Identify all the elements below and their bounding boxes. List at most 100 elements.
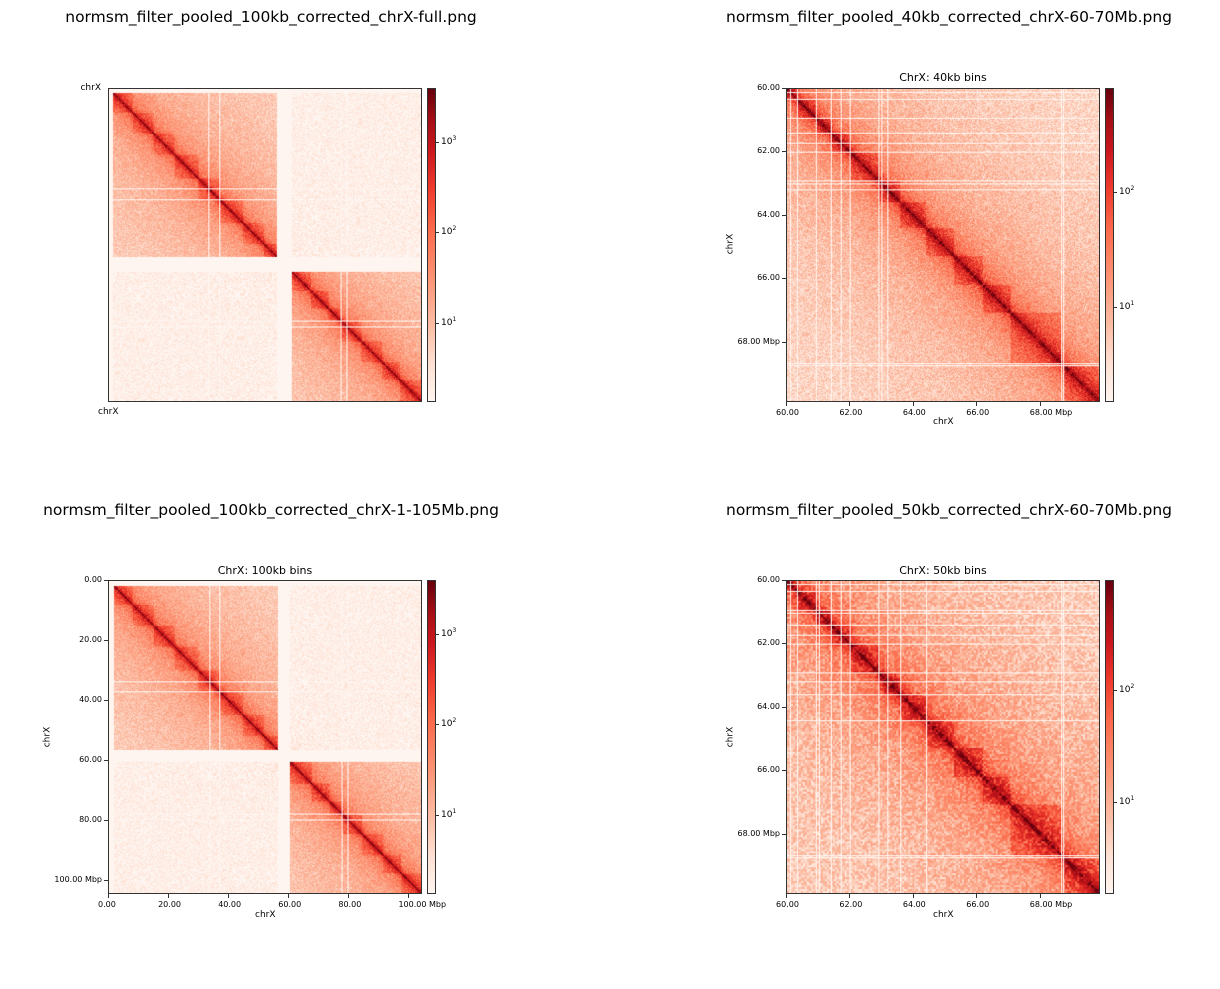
colorbar-tick-label: 102	[1119, 185, 1134, 197]
x-tick-label: 60.00	[776, 408, 799, 417]
x-tick-mark	[228, 894, 230, 898]
y-tick-label: 60.00	[757, 83, 780, 92]
tick-base: 10	[441, 136, 453, 147]
colorbar-tick-mark	[436, 815, 439, 817]
x-tick-label: 66.00	[966, 408, 990, 417]
y-tick-label: 66.00	[757, 765, 780, 775]
colorbar	[1105, 580, 1114, 894]
x-axis-label: chrX	[255, 910, 276, 920]
colorbar-tick-label: 102	[441, 717, 456, 729]
colorbar-tick-mark	[436, 323, 439, 325]
y-tick-mark	[104, 580, 108, 581]
tick-base: 10	[441, 227, 453, 238]
x-tick-mark	[288, 894, 290, 898]
heatmap-matrix	[109, 581, 421, 893]
tick-exponent: 2	[1130, 682, 1135, 690]
y-axis-label: chrX	[80, 83, 101, 93]
heatmap-plot	[786, 88, 1100, 402]
x-tick-mark	[1039, 402, 1041, 406]
tick-exponent: 2	[452, 225, 457, 233]
colorbar-tick-label: 101	[441, 808, 456, 820]
heatmap-matrix	[109, 89, 421, 401]
x-tick-label: 40.00	[218, 900, 242, 909]
panel-file-title: normsm_filter_pooled_100kb_corrected_chr…	[43, 501, 499, 519]
x-tick-mark	[108, 894, 109, 898]
heatmap-matrix	[787, 89, 1099, 401]
x-tick-label: 60.00	[776, 900, 799, 909]
colorbar-tick-label: 103	[441, 135, 456, 147]
tick-exponent: 1	[1130, 299, 1135, 307]
y-tick-mark	[782, 643, 786, 645]
x-tick-mark	[168, 894, 170, 898]
y-tick-label: 100.00 Mbp	[54, 875, 102, 885]
y-tick-mark	[782, 833, 786, 835]
x-tick-label: 0.00	[98, 900, 116, 909]
tick-base: 10	[1119, 684, 1131, 695]
x-axis-label: chrX	[98, 407, 119, 417]
colorbar-tick-mark	[1114, 689, 1117, 691]
colorbar-tick-label: 102	[1119, 683, 1134, 695]
y-tick-mark	[782, 151, 786, 153]
colorbar	[1105, 88, 1114, 402]
x-tick-label: 20.00	[158, 900, 181, 909]
y-tick-label: 64.00	[757, 701, 780, 711]
tick-base: 10	[441, 719, 453, 730]
x-tick-mark	[348, 894, 350, 898]
y-tick-label: 60.00	[79, 755, 102, 765]
x-tick-mark	[912, 894, 914, 898]
chart-title: ChrX: 40kb bins	[899, 71, 987, 84]
x-tick-mark	[976, 402, 978, 406]
x-tick-mark	[408, 894, 410, 898]
colorbar-tick-mark	[436, 724, 439, 726]
heatmap-plot	[108, 580, 422, 894]
tick-base: 10	[441, 810, 453, 821]
y-tick-mark	[104, 760, 108, 762]
colorbar-tick-mark	[436, 232, 439, 234]
x-tick-label: 68.00 Mbp	[1029, 408, 1073, 417]
y-tick-label: 66.00	[757, 273, 780, 283]
x-tick-mark	[849, 402, 851, 406]
colorbar-tick-label: 101	[1119, 795, 1134, 807]
y-tick-mark	[104, 640, 108, 642]
x-tick-mark	[786, 894, 787, 898]
colorbar-tick-mark	[436, 141, 439, 143]
x-tick-label: 64.00	[902, 900, 926, 909]
y-tick-label: 68.00 Mbp	[737, 828, 780, 838]
tick-exponent: 3	[452, 626, 457, 634]
colorbar-tick-label: 101	[441, 316, 456, 328]
chart-title: ChrX: 100kb bins	[217, 564, 313, 577]
y-axis-label: chrX	[42, 726, 53, 748]
tick-exponent: 3	[452, 134, 457, 142]
y-tick-label: 68.00 Mbp	[737, 336, 780, 346]
y-tick-label: 40.00	[79, 695, 102, 705]
colorbar-tick-label: 101	[1119, 300, 1134, 312]
y-tick-mark	[104, 700, 108, 702]
y-tick-mark	[782, 770, 786, 772]
y-tick-mark	[782, 580, 786, 581]
panel-file-title: normsm_filter_pooled_100kb_corrected_chr…	[65, 8, 477, 26]
colorbar-tick-mark	[1114, 306, 1117, 308]
colorbar-tick-mark	[436, 633, 439, 635]
x-tick-label: 66.00	[966, 900, 990, 909]
y-axis-label: chrX	[725, 726, 736, 748]
colorbar	[427, 88, 436, 402]
tick-exponent: 1	[452, 808, 457, 816]
tick-base: 10	[1119, 186, 1131, 197]
tick-exponent: 2	[452, 717, 457, 725]
panel-file-title: normsm_filter_pooled_50kb_corrected_chrX…	[726, 501, 1172, 519]
tick-base: 10	[1119, 796, 1131, 807]
y-axis-label: chrX	[725, 233, 736, 255]
y-tick-mark	[782, 278, 786, 280]
x-tick-label: 64.00	[902, 408, 926, 417]
heatmap-plot	[786, 580, 1100, 894]
heatmap-matrix	[787, 581, 1099, 893]
heatmap-plot	[108, 88, 422, 402]
x-tick-mark	[786, 402, 787, 406]
y-tick-mark	[104, 820, 108, 822]
y-tick-label: 64.00	[757, 209, 780, 219]
tick-exponent: 2	[1130, 184, 1135, 192]
tick-exponent: 1	[1130, 794, 1135, 802]
chart-title: ChrX: 50kb bins	[899, 564, 987, 577]
x-tick-mark	[912, 402, 914, 406]
tick-base: 10	[1119, 301, 1131, 312]
